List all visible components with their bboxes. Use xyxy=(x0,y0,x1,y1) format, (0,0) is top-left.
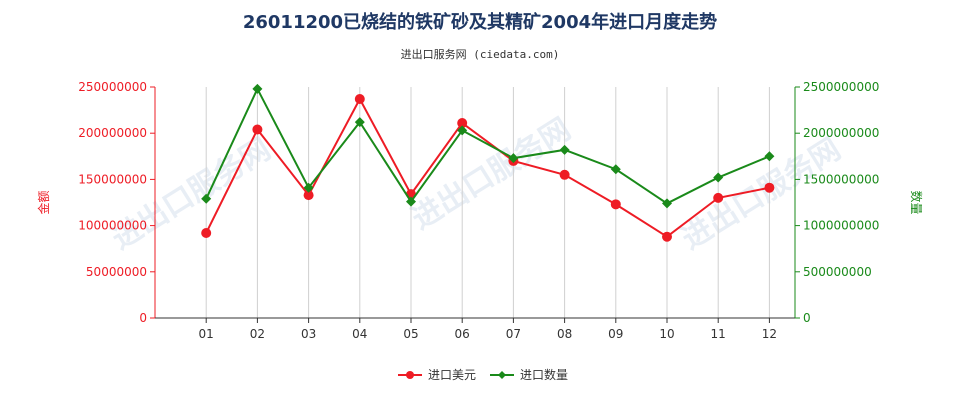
series-1-point-02 xyxy=(252,124,263,135)
x-tick-label-12: 12 xyxy=(762,327,777,341)
series-1-point-03 xyxy=(303,190,314,201)
y-right-tick-label-2: 1000000000 xyxy=(803,219,879,233)
grid-layer xyxy=(205,87,770,318)
x-tick-label-04: 04 xyxy=(352,327,367,341)
legend-label-2: 进口数量 xyxy=(520,367,568,382)
y-left-tick-label-4: 200000000 xyxy=(78,126,147,140)
legend-item-1: 进口美元 xyxy=(398,368,476,382)
series-1-point-11 xyxy=(713,192,724,203)
y-right-tick-label-0: 0 xyxy=(803,311,811,325)
x-tick-label-09: 09 xyxy=(608,327,623,341)
series-2-point-09 xyxy=(610,164,621,175)
watermark-1: 进出口服务网 xyxy=(106,132,277,257)
series-2 xyxy=(201,83,775,209)
chart-title: 26011200已烧结的铁矿砂及其精矿2004年进口月度走势 xyxy=(243,11,717,33)
series-1-line xyxy=(205,96,770,238)
x-tick-label-01: 01 xyxy=(199,327,214,341)
series-1-point-09 xyxy=(610,199,621,210)
y-left-tick-label-2: 100000000 xyxy=(78,219,147,233)
series-1-point-01 xyxy=(201,227,212,238)
series-1-point-12 xyxy=(764,182,775,193)
y-right-axis-label: 数量 xyxy=(909,190,924,214)
y-right-tick-label-1: 500000000 xyxy=(803,265,872,279)
series-2-point-04 xyxy=(354,117,365,128)
series-2-line xyxy=(205,86,770,205)
legend-swatch-marker-2 xyxy=(498,371,506,379)
y-left-tick-label-3: 150000000 xyxy=(78,172,147,186)
x-tick-label-05: 05 xyxy=(403,327,418,341)
series-1-point-06 xyxy=(457,118,468,129)
chart-subtitle: 进出口服务网 (ciedata.com) xyxy=(401,47,560,61)
series-layer xyxy=(201,83,775,242)
axes-layer: 0 50000000 100000000 150000000 200000000 2500… xyxy=(36,80,924,341)
series-1-point-08 xyxy=(559,169,570,180)
series-2-point-12 xyxy=(764,151,775,162)
legend-swatch-marker-1 xyxy=(406,371,414,379)
legend-item-2: 进口数量 xyxy=(490,367,568,382)
y-left-tick-label-1: 50000000 xyxy=(86,265,147,279)
y-right-tick-label-3: 1500000000 xyxy=(803,172,879,186)
series-1 xyxy=(201,94,775,242)
x-tick-label-03: 03 xyxy=(301,327,316,341)
series-2-point-10 xyxy=(662,198,672,209)
x-tick-label-08: 08 xyxy=(557,327,572,341)
y-left-axis-label: 金额 xyxy=(36,190,51,214)
x-tick-label-11: 11 xyxy=(711,327,726,341)
series-2-point-08 xyxy=(559,144,570,155)
x-tick-label-02: 02 xyxy=(250,327,265,341)
series-2-point-03 xyxy=(303,182,314,193)
y-right-tick-label-5: 2500000000 xyxy=(803,80,879,94)
x-tick-label-10: 10 xyxy=(659,327,674,341)
series-2-point-06 xyxy=(457,125,468,136)
legend-label-1: 进口美元 xyxy=(428,368,476,382)
watermark-3: 进出口服务网 xyxy=(676,132,847,257)
legend: 进口美元 进口数量 xyxy=(398,367,568,382)
series-2-point-01 xyxy=(201,193,212,204)
x-tick-label-06: 06 xyxy=(455,327,470,341)
y-left-tick-label-5: 250000000 xyxy=(78,80,147,94)
series-2-point-11 xyxy=(713,172,724,183)
series-1-point-04 xyxy=(354,94,365,105)
series-1-point-10 xyxy=(662,231,672,242)
series-2-point-02 xyxy=(252,83,263,94)
y-left-tick-label-0: 0 xyxy=(139,311,147,325)
x-tick-label-07: 07 xyxy=(506,327,521,341)
series-2-point-05 xyxy=(406,196,416,207)
series-2-point-07 xyxy=(508,153,519,164)
y-right-tick-label-4: 2000000000 xyxy=(803,126,879,140)
